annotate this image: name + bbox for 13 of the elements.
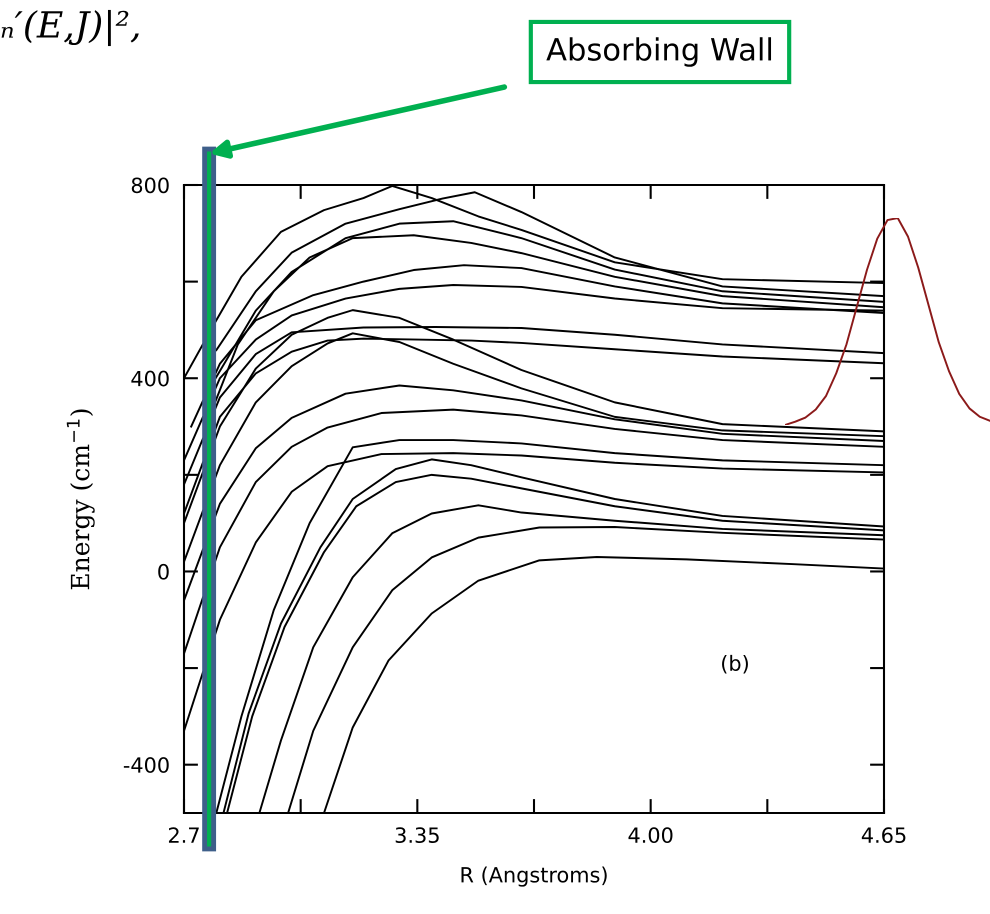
x-tick-label: 3.35	[396, 827, 439, 844]
y-tick-label: 0	[158, 564, 169, 580]
x-tick-label: 4.00	[628, 827, 672, 844]
x-axis-title: R (Angstroms)	[462, 866, 607, 887]
annotation: (b)	[722, 654, 748, 674]
y-tick-label: 400	[131, 370, 169, 386]
y-tick-label: 800	[132, 177, 169, 194]
x-tick-label: 4.65	[862, 827, 906, 844]
y-axis-title: Energy (cm$^{−1}$)	[66, 409, 95, 590]
text: Absorbing Wall	[546, 37, 772, 67]
x-tick-label: 2.7	[168, 827, 199, 843]
text: ₙ′(E,J)|²,	[2, 10, 139, 46]
y-tick-label: -400	[124, 757, 169, 773]
